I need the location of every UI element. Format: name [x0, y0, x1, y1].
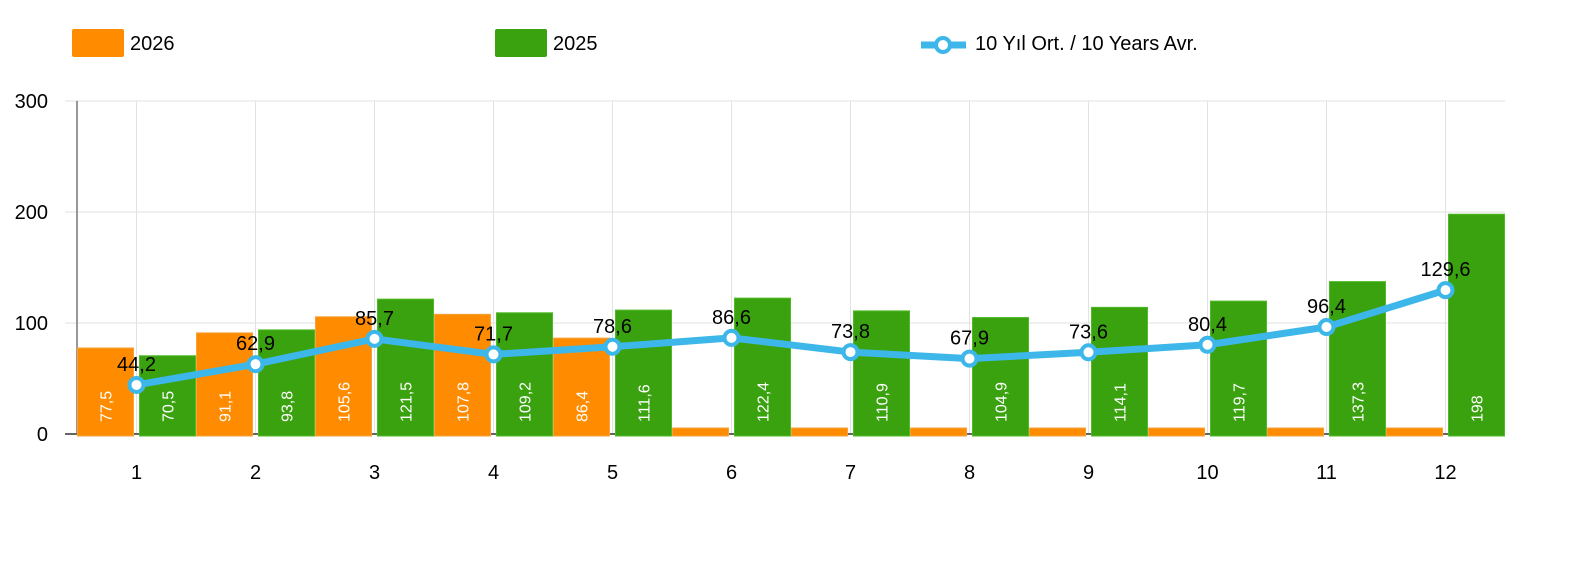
- bar-2026: [434, 313, 491, 437]
- average-point-label: 71,7: [474, 323, 513, 345]
- average-point: [484, 345, 503, 364]
- average-point-label: 78,6: [593, 316, 632, 338]
- bar-label-2026: 86,4: [575, 391, 592, 422]
- bar-label-2025: 111,6: [637, 384, 654, 422]
- bar-2026: [791, 427, 848, 437]
- average-point-label: 73,8: [831, 321, 870, 343]
- average-point: [1317, 317, 1336, 336]
- bar-label-2025: 93,8: [280, 391, 297, 422]
- bar-label-2025: 110,9: [875, 383, 892, 422]
- bar-2025: [1210, 300, 1267, 437]
- legend-item-average[interactable]: 10 Yıl Ort. / 10 Years Avr.: [921, 33, 1198, 55]
- average-point: [127, 375, 146, 394]
- average-point-label: 80,4: [1188, 314, 1227, 336]
- average-point-label: 62,9: [236, 333, 275, 355]
- bar-label-2025: 121,5: [399, 382, 416, 422]
- average-line: [133, 286, 1449, 389]
- bar-2026: [1148, 427, 1205, 437]
- bar-2025: [1448, 213, 1505, 437]
- legend-item-2026[interactable]: 2026: [72, 29, 175, 57]
- average-point-label: 129,6: [1420, 259, 1470, 281]
- bar-label-2026: 91,1: [218, 391, 235, 422]
- bar-2025: [139, 355, 196, 437]
- bar-2025: [853, 310, 910, 437]
- x-tick-label: 10: [1196, 462, 1218, 484]
- bar-2026: [672, 427, 729, 437]
- bar-2026: [910, 427, 967, 437]
- average-point: [1198, 335, 1217, 354]
- average-point: [365, 329, 384, 348]
- average-point-label: 96,4: [1307, 296, 1346, 318]
- bar-2025: [1091, 306, 1148, 437]
- average-point: [246, 355, 265, 374]
- bar-2026: [196, 332, 253, 437]
- bar-2026: [1267, 427, 1324, 437]
- bar-label-2025: 114,1: [1113, 383, 1130, 422]
- x-tick-label: 11: [1316, 462, 1337, 484]
- x-tick-label: 9: [1083, 462, 1094, 484]
- average-point-label: 67,9: [950, 328, 989, 350]
- legend: 2026 2025 10 Yıl Ort. / 10 Years Avr.: [72, 29, 1198, 57]
- legend-swatch-2026: [72, 29, 124, 57]
- legend-swatch-average-marker: [934, 36, 952, 54]
- bar-2025: [258, 329, 315, 437]
- x-tick-label: 6: [726, 462, 737, 484]
- x-tick-label: 8: [964, 462, 975, 484]
- bar-2025: [1329, 281, 1386, 437]
- average-point-label: 86,6: [712, 307, 751, 329]
- bar-label-2026: 77,5: [99, 391, 116, 422]
- legend-swatch-2025: [495, 29, 547, 57]
- y-tick-label: 200: [15, 202, 48, 224]
- bar-label-2025: 109,2: [518, 382, 535, 422]
- y-tick-label: 100: [15, 313, 48, 335]
- bar-label-2025: 122,4: [756, 382, 773, 422]
- average-point-label: 85,7: [355, 308, 394, 330]
- average-point-label: 44,2: [117, 354, 156, 376]
- bar-2026: [77, 347, 134, 437]
- x-tick-label: 7: [845, 462, 856, 484]
- bar-2025: [972, 317, 1029, 437]
- bar-label-2025: 70,5: [161, 391, 178, 422]
- bar-2026: [1386, 427, 1443, 437]
- average-point: [1079, 343, 1098, 362]
- bar-2025: [496, 312, 553, 437]
- bar-2026: [553, 337, 610, 437]
- average-point: [722, 328, 741, 347]
- bar-2025: [734, 297, 791, 437]
- bar-label-2025: 198: [1470, 395, 1487, 422]
- y-tick-label: 0: [37, 424, 48, 446]
- y-tick-label: 300: [15, 91, 48, 113]
- x-tick-label: 2: [250, 462, 261, 484]
- bar-label-2026: 105,6: [337, 382, 354, 422]
- x-tick-label: 1: [131, 462, 142, 484]
- bar-2026: [1029, 427, 1086, 437]
- x-tick-label: 3: [369, 462, 380, 484]
- legend-label-2026: 2026: [130, 33, 175, 55]
- x-tick-label: 12: [1434, 462, 1456, 484]
- average-point: [841, 343, 860, 362]
- bar-label-2025: 137,3: [1351, 382, 1368, 422]
- bar-label-2025: 119,7: [1232, 383, 1249, 422]
- average-point: [960, 349, 979, 368]
- average-point: [1436, 281, 1455, 300]
- bar-label-2025: 104,9: [994, 382, 1011, 422]
- bar-2026: [315, 316, 372, 437]
- legend-item-2025[interactable]: 2025: [495, 29, 598, 57]
- bar-2025: [377, 298, 434, 437]
- legend-label-average: 10 Yıl Ort. / 10 Years Avr.: [975, 33, 1198, 55]
- x-tick-label: 4: [488, 462, 499, 484]
- bar-2025: [615, 309, 672, 437]
- bar-label-2026: 107,8: [456, 382, 473, 422]
- average-point-label: 73,6: [1069, 321, 1108, 343]
- legend-label-2025: 2025: [553, 33, 598, 55]
- x-tick-label: 5: [607, 462, 618, 484]
- average-point: [603, 337, 622, 356]
